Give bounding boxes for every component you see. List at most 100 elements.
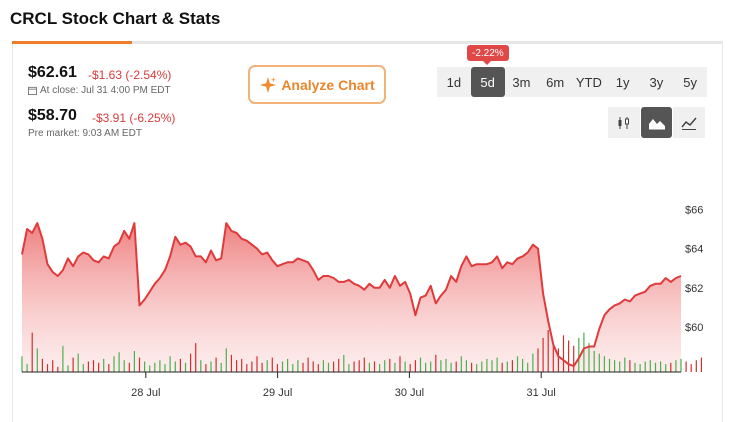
y-tick-label: $64 — [685, 244, 703, 256]
volume-bar — [287, 358, 289, 372]
range-tab-5d[interactable]: 5d — [470, 67, 505, 97]
volume-bar — [307, 357, 309, 372]
volume-bar — [36, 348, 38, 372]
volume-bar — [486, 358, 488, 372]
volume-bar — [118, 352, 120, 372]
volume-bar — [312, 361, 314, 372]
range-tab-1y[interactable]: 1y — [605, 67, 640, 97]
volume-bar — [261, 362, 263, 372]
volume-bar — [476, 364, 478, 372]
volume-bar — [184, 362, 187, 372]
y-tick-label: $66 — [685, 204, 703, 216]
volume-bar — [333, 361, 335, 372]
volume-bar — [373, 361, 376, 372]
volume-bar — [215, 357, 217, 372]
volume-bar — [82, 364, 84, 372]
y-tick-label: $60 — [685, 322, 703, 334]
volume-bar — [624, 357, 626, 372]
page-title: CRCL Stock Chart & Stats — [10, 9, 221, 28]
volume-bar — [649, 360, 651, 372]
volume-bar — [445, 358, 447, 372]
volume-bar — [169, 356, 171, 373]
volume-bar — [660, 361, 662, 372]
volume-bar — [72, 357, 74, 372]
volume-bar — [246, 364, 248, 372]
volume-bar — [62, 345, 64, 373]
volume-bar — [414, 360, 416, 372]
volume-bar — [506, 361, 508, 372]
volume-bar — [527, 362, 529, 372]
range-tab-ytd[interactable]: YTD — [572, 67, 606, 97]
range-tab-6m[interactable]: 6m — [538, 67, 572, 97]
volume-bar — [685, 361, 687, 372]
volume-bar — [562, 335, 565, 373]
premarket-price: $58.70 — [28, 107, 77, 124]
volume-bar — [654, 362, 657, 372]
tab-underline-track — [12, 41, 723, 44]
mountain-button[interactable] — [640, 107, 673, 138]
volume-bar — [598, 353, 600, 372]
analyze-chart-button[interactable]: Analyze Chart — [248, 65, 386, 104]
volume-bar — [210, 361, 212, 372]
volume-bar — [358, 360, 360, 372]
volume-bar — [440, 360, 442, 372]
premarket-time-label: Pre market: 9:03 AM EDT — [28, 128, 142, 139]
price-line — [21, 222, 682, 368]
volume-bar — [384, 360, 386, 372]
volume-bar — [419, 357, 422, 372]
active-tab-underline — [12, 41, 132, 44]
volume-bar — [31, 332, 33, 372]
volume-bar — [680, 358, 682, 372]
volume-bar — [26, 364, 28, 372]
range-tab-3m[interactable]: 3m — [504, 67, 539, 97]
volume-bar — [144, 361, 146, 372]
x-axis-ticks: 28 Jul 29 Jul 30 Jul 31 Jul — [131, 372, 556, 399]
volume-bar — [297, 360, 299, 372]
range-change-badge: -2.22% — [467, 45, 509, 61]
range-tab-5y[interactable]: 5y — [673, 67, 707, 97]
premarket-change: -$3.91 (-6.25%) — [92, 111, 176, 125]
close-time-row: At close: Jul 31 4:00 PM EDT — [28, 85, 171, 96]
mountain-icon — [648, 118, 665, 129]
volume-bar — [98, 362, 100, 372]
price-area-fill — [22, 223, 681, 372]
volume-bar — [675, 360, 677, 372]
volume-bar — [21, 356, 23, 373]
volume-bar — [128, 362, 130, 372]
x-tick-label: 29 Jul — [263, 387, 292, 399]
volume-bar — [363, 357, 365, 372]
volume-bar — [578, 337, 580, 372]
volume-bar — [317, 364, 319, 372]
volume-bar — [471, 362, 473, 372]
sparkle-icon — [260, 76, 277, 93]
volume-bar — [343, 354, 345, 372]
range-tab-3y[interactable]: 3y — [639, 67, 674, 97]
calendar-icon — [28, 86, 37, 95]
volume-bar — [138, 357, 141, 372]
volume-bar — [220, 362, 222, 372]
volume-bar — [496, 357, 498, 372]
volume-bar — [164, 364, 166, 372]
volume-bar — [353, 361, 355, 372]
volume-bar — [108, 364, 110, 372]
volume-bar — [302, 362, 304, 372]
range-tab-1d[interactable]: 1d — [437, 67, 471, 97]
volume-bar — [46, 364, 49, 372]
volume-bar — [573, 345, 575, 373]
candlestick-button[interactable] — [608, 107, 640, 138]
range-badge-pointer — [483, 61, 491, 65]
volume-bar — [435, 354, 437, 372]
volume-bar — [409, 364, 411, 372]
volume-bar — [379, 364, 381, 372]
volume-bar — [368, 362, 370, 372]
volume-bar — [251, 361, 253, 372]
volume-bar — [695, 360, 697, 372]
line-chart-button[interactable] — [673, 107, 706, 138]
price-change: -$1.63 (-2.54%) — [88, 68, 172, 82]
volume-bar — [389, 358, 391, 372]
volume-bar — [92, 360, 95, 372]
volume-bar — [123, 360, 125, 372]
volume-bar — [200, 360, 202, 372]
volume-bar — [568, 340, 570, 372]
range-tabs: 1d 5d 3m 6m YTD 1y 3y 5y — [437, 67, 707, 97]
